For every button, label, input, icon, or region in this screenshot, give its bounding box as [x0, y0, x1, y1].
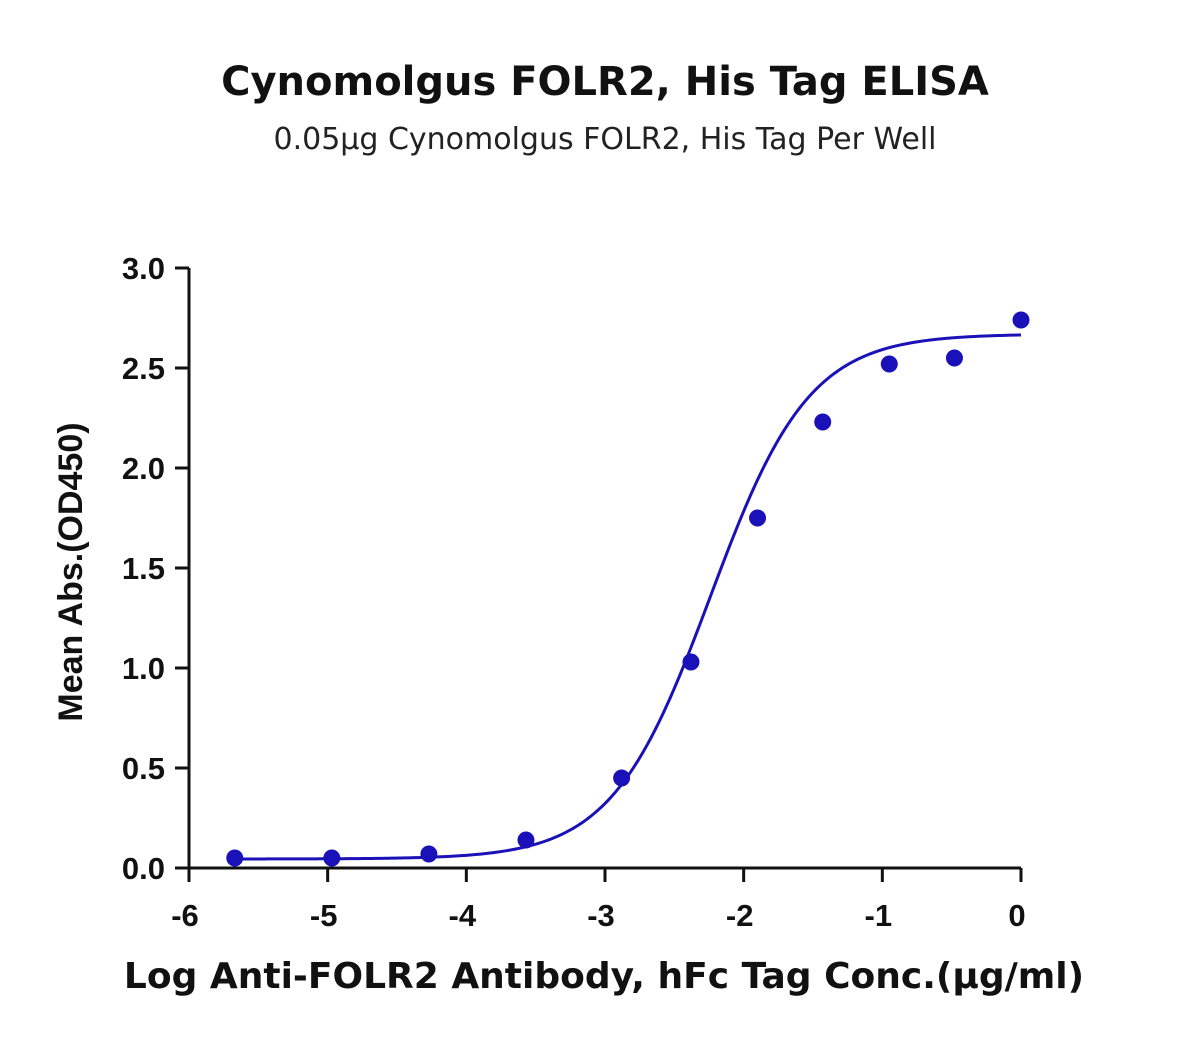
y-tick-label: 1.5: [122, 551, 165, 586]
x-axis-label: Log Anti-FOLR2 Antibody, hFc Tag Conc.(μ…: [124, 956, 1084, 997]
x-tick-label: -2: [726, 898, 754, 933]
data-point: [420, 845, 438, 863]
x-tick-label: -1: [865, 898, 893, 933]
x-tick-label: 0: [1008, 898, 1025, 933]
y-tick-label: 0.5: [122, 751, 165, 786]
y-tick-label: 1.0: [122, 651, 165, 686]
data-point: [226, 849, 244, 867]
y-tick-label: 3.0: [122, 251, 165, 286]
y-tick-label: 0.0: [122, 851, 165, 886]
x-tick-label: -4: [449, 898, 477, 933]
chart-subtitle: 0.05μg Cynomolgus FOLR2, His Tag Per Wel…: [273, 122, 936, 157]
x-tick-label: -5: [310, 898, 338, 933]
x-tick-label: -6: [171, 898, 199, 933]
data-point: [1012, 311, 1030, 329]
data-point: [749, 509, 767, 527]
chart-title: Cynomolgus FOLR2, His Tag ELISA: [221, 59, 989, 105]
y-tick-label: 2.0: [122, 451, 165, 486]
data-point: [682, 653, 700, 671]
y-tick-label: 2.5: [122, 351, 165, 386]
x-ticks: -6 -5 -4 -3 -2 -1 0: [171, 868, 1026, 933]
y-ticks: 0.0 0.5 1.0 1.5 2.0 2.5 3.0: [122, 251, 189, 886]
y-axis-label: Mean Abs.(OD450): [52, 422, 90, 721]
data-point: [814, 413, 832, 431]
x-tick-label: -3: [587, 898, 615, 933]
data-point: [613, 769, 631, 787]
data-point: [517, 831, 535, 849]
data-point: [945, 349, 963, 367]
data-points: [226, 311, 1030, 867]
data-point: [880, 355, 898, 373]
axes: [187, 268, 1021, 870]
data-point: [323, 849, 341, 867]
